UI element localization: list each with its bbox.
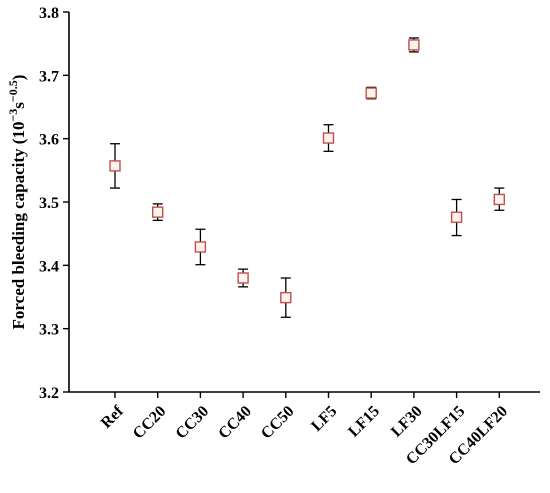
data-point-cc20 [151, 206, 164, 218]
data-point-cc40 [237, 272, 249, 284]
y-tick-label: 3.3 [39, 322, 59, 339]
data-markers [109, 39, 505, 304]
data-point-cc50 [280, 291, 292, 304]
x-tick-label: LF5 [308, 403, 340, 435]
x-ticks: Ref CC20 CC30 CC40 CC50 LF5 LF15 LF30CC30LF15CC… [98, 392, 511, 468]
x-tick-label: CC40 [215, 403, 255, 443]
y-tick-label: 3.6 [39, 132, 59, 149]
data-point-cc30lf15 [450, 211, 463, 223]
data-point-cc40lf20 [493, 193, 505, 206]
y-axis-title-exp1: −3 [6, 109, 20, 122]
data-point-cc30 [194, 241, 207, 253]
y-tick-label: 3.2 [39, 385, 59, 402]
x-tick-label: CC20 [130, 403, 170, 443]
y-tick-label: 3.7 [39, 68, 59, 85]
y-axis-title-exp2: −0.5 [6, 80, 20, 102]
x-tick-label: LF30 [388, 403, 426, 441]
data-point-lf5 [322, 132, 335, 144]
data-point-lf15 [365, 87, 377, 99]
data-point-ref [109, 160, 121, 172]
x-tick-label: Ref [98, 402, 127, 431]
x-tick-label: CC50 [258, 403, 298, 443]
x-tick-label: CC30 [173, 403, 213, 443]
y-axis-title-mid: s [9, 102, 28, 109]
y-ticks: 3.2 3.3 3.4 3.5 3.6 3.7 3.8 [39, 5, 69, 402]
y-axis-title-main: Forced bleeding capacity (10 [9, 122, 28, 330]
y-tick-label: 3.4 [39, 258, 59, 275]
axes-layer [68, 12, 540, 393]
data-point-lf30 [408, 39, 420, 51]
y-axis-title-end: ) [9, 75, 28, 81]
x-tick-label: LF15 [345, 403, 383, 441]
y-tick-label: 3.5 [39, 195, 59, 212]
y-axis-title: Forced bleeding capacity (10−3s−0.5) [6, 75, 28, 330]
y-tick-label: 3.8 [39, 5, 59, 22]
error-bars [110, 37, 505, 318]
